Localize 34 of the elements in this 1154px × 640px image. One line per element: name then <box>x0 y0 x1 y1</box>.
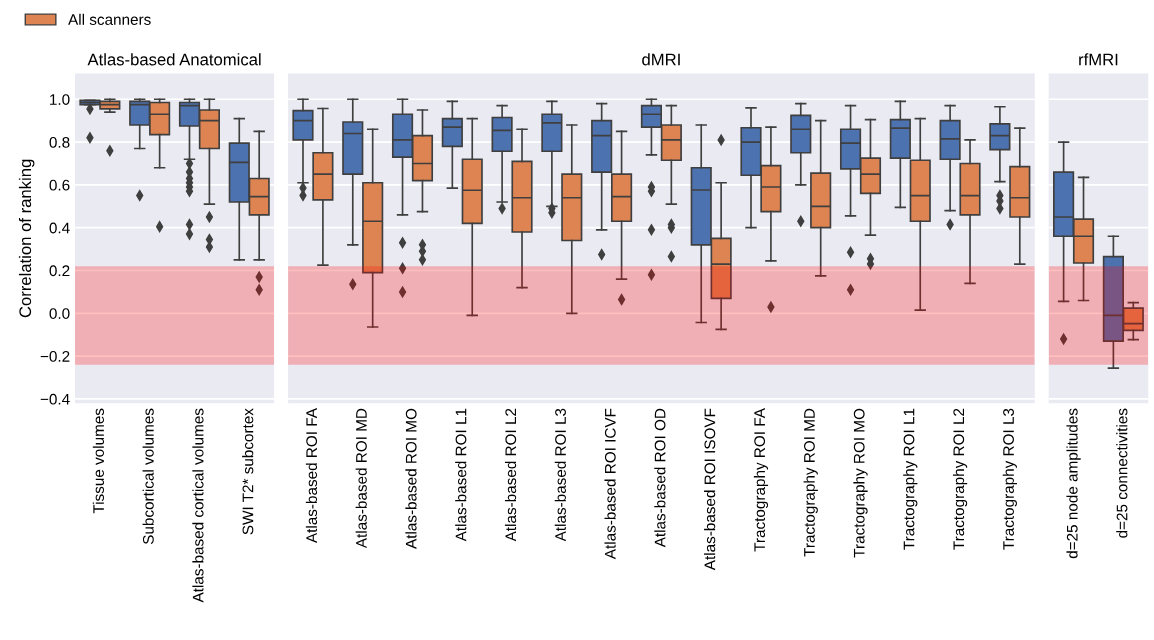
chart-title: rfMRI <box>1079 53 1118 66</box>
x-tick-label: Tractography ROI L2 <box>952 408 968 550</box>
x-tick-label: Atlas-based ROI ISOVF <box>704 408 716 571</box>
x-tick-label: Tractography ROI FA <box>753 408 769 552</box>
x-tick-label: Atlas-based ROI MO <box>405 408 417 549</box>
x-tick-label: Atlas-based ROI L1 <box>455 408 467 542</box>
chart-title: Atlas-based Anatomical <box>87 53 261 66</box>
x-tick-label: Atlas-based ROI OD <box>654 408 666 548</box>
y-axis-title: Correlation of ranking <box>18 159 35 318</box>
x-tick-label: d=25 node amplitudes <box>1066 408 1081 559</box>
x-tick-label: d=25 connectivities <box>1116 408 1128 538</box>
y-tick-label: −0.4 <box>40 393 70 405</box>
x-tick-label: Tissue volumes <box>92 408 104 514</box>
chart-title: dMRI <box>642 53 680 66</box>
x-tick-label: Atlas-based ROI FA <box>305 408 318 544</box>
legend-label: All scanners <box>68 13 151 25</box>
y-tick-label: 0.4 <box>49 222 70 234</box>
x-tick-label: Tractography ROI L3 <box>1002 408 1017 550</box>
y-tick-label: 0.2 <box>49 265 70 277</box>
x-tick-label: Atlas-based cortical volumes <box>192 408 204 603</box>
y-tick-label: 0.8 <box>49 136 70 148</box>
y-tick-label: −0.2 <box>40 350 70 362</box>
y-tick-label: 0.0 <box>49 308 70 319</box>
x-tick-label: SWI T2* subcortex <box>242 408 254 535</box>
x-tick-label: Atlas-based ROI MD <box>355 408 367 549</box>
x-tick-label: Subcortical volumes <box>142 408 154 545</box>
y-tick-label: 1.0 <box>50 94 70 105</box>
x-tick-label: Atlas-based ROI L3 <box>554 408 566 542</box>
x-tick-label: Atlas-based ROI L2 <box>504 408 517 542</box>
x-tick-label: Tractography ROI L1 <box>903 408 918 550</box>
y-tick-label: 0.6 <box>49 179 70 191</box>
x-tick-label: Atlas-based ROI ICVF <box>604 408 616 560</box>
x-tick-label: Tractography ROI MO <box>853 408 868 558</box>
x-tick-label: Tractography ROI MD <box>803 408 818 557</box>
